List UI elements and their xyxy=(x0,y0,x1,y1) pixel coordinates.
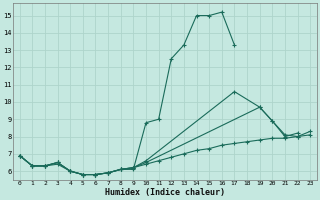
X-axis label: Humidex (Indice chaleur): Humidex (Indice chaleur) xyxy=(105,188,225,197)
